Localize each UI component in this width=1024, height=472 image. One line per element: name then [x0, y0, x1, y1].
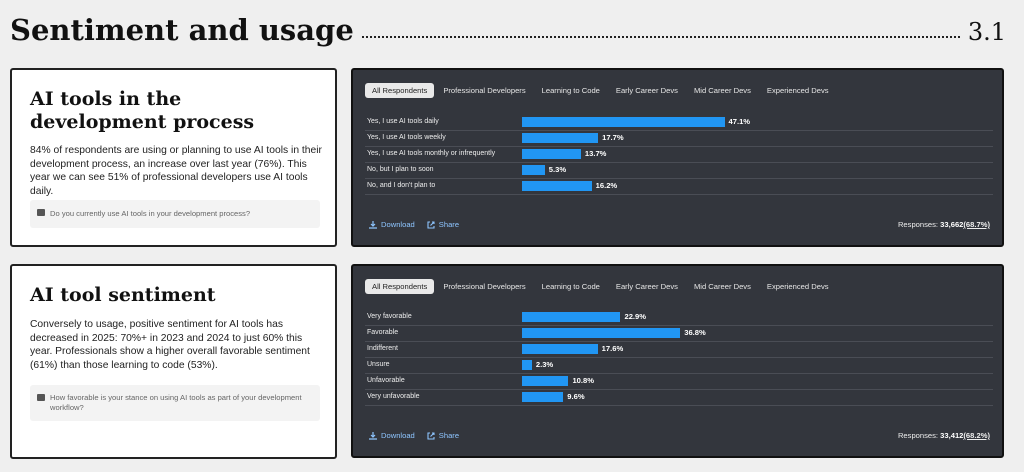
download-label: Download	[381, 220, 415, 229]
bar-value-label: 36.8%	[684, 328, 706, 337]
bar	[522, 165, 545, 175]
sentiment-info-card: AI tool sentiment Conversely to usage, p…	[10, 264, 337, 459]
bar-value-label: 22.9%	[624, 312, 647, 321]
sentiment-chart-panel: All Respondents Professional Developers …	[351, 264, 1004, 458]
tab-professional-developers[interactable]: Professional Developers	[443, 282, 526, 291]
usage-chart-panel: All Respondents Professional Developers …	[351, 68, 1004, 247]
tab-experienced-devs[interactable]: Experienced Devs	[766, 86, 829, 95]
card-description: Conversely to usage, positive sentiment …	[30, 319, 310, 371]
bar	[522, 328, 681, 338]
tab-mid-career-devs[interactable]: Mid Career Devs	[693, 86, 751, 95]
page-title: Sentiment and usage	[10, 13, 354, 48]
bar	[522, 344, 598, 354]
bar	[522, 181, 592, 191]
tab-mid-career-devs[interactable]: Mid Career Devs	[693, 282, 751, 291]
bar-value-label: 17.7%	[602, 133, 624, 142]
tab-learning-to-code[interactable]: Learning to Code	[541, 282, 600, 291]
responses-count: Responses: 33,662(68.7%)	[898, 220, 990, 229]
responses-percent[interactable]: (68.2%)	[963, 431, 990, 440]
responses-number: 33,412	[940, 431, 964, 440]
responses-label: Responses:	[897, 220, 939, 229]
chart-row: Yes, I use AI tools daily 47.1%	[365, 115, 993, 131]
tab-professional-developers[interactable]: Professional Developers	[443, 86, 526, 95]
survey-question: Do you currently use AI tools in your de…	[30, 200, 320, 228]
bar-category-label: No, and I don't plan to	[367, 182, 436, 189]
bar-value-label: 9.6%	[567, 392, 585, 401]
respondent-tabs: All Respondents Professional Developers …	[365, 83, 838, 98]
share-button[interactable]: Share	[427, 431, 459, 440]
chart-row: No, but I plan to soon 5.3%	[365, 163, 993, 179]
bar-value-label: 16.2%	[595, 181, 618, 190]
share-label: Share	[438, 431, 460, 440]
chart-row: Unfavorable 10.8%	[365, 374, 993, 390]
bar-category-label: Indifferent	[367, 345, 399, 352]
tab-experienced-devs[interactable]: Experienced Devs	[766, 282, 829, 291]
responses-count: Responses: 33,412(68.2%)	[898, 431, 990, 440]
chart-row: Yes, I use AI tools monthly or infrequen…	[365, 147, 993, 163]
tab-early-career-devs[interactable]: Early Career Devs	[615, 282, 678, 291]
tab-all-respondents[interactable]: All Respondents	[365, 279, 435, 294]
chart-row: Very favorable 22.9%	[365, 310, 993, 326]
bar-category-label: Very favorable	[367, 313, 412, 320]
bar	[522, 312, 621, 322]
responses-number: 33,662	[940, 220, 964, 229]
bar-value-label: 2.3%	[535, 360, 554, 369]
chart-row: Yes, I use AI tools weekly 17.7%	[365, 131, 993, 147]
bar-category-label: Yes, I use AI tools daily	[367, 118, 439, 125]
bar-value-label: 10.8%	[572, 376, 594, 385]
tab-all-respondents[interactable]: All Respondents	[365, 83, 435, 98]
bar-category-label: Yes, I use AI tools weekly	[367, 134, 446, 141]
bar-category-label: Favorable	[367, 329, 399, 336]
question-text: Do you currently use AI tools in your de…	[50, 209, 251, 218]
share-label: Share	[438, 220, 460, 229]
bar	[522, 133, 599, 143]
question-text: How favorable is your stance on using AI…	[50, 393, 302, 412]
card-title: AI tool sentiment	[30, 284, 216, 306]
download-button[interactable]: Download	[369, 220, 415, 229]
share-icon	[427, 220, 435, 229]
bar	[522, 117, 725, 127]
bar	[522, 392, 564, 402]
download-button[interactable]: Download	[369, 431, 415, 440]
dotted-leader	[361, 36, 960, 38]
tab-learning-to-code[interactable]: Learning to Code	[541, 86, 600, 95]
bar-chart: Yes, I use AI tools daily 47.1% Yes, I use…	[365, 115, 993, 195]
bar-category-label: No, but I plan to soon	[367, 166, 434, 173]
page-header: Sentiment and usage 3.1	[10, 4, 1006, 48]
question-icon	[37, 394, 45, 401]
bar-value-label: 13.7%	[584, 149, 607, 158]
usage-info-card: AI tools in the development process 84% …	[10, 68, 337, 247]
chart-row: Very unfavorable 9.6%	[365, 390, 993, 406]
responses-percent[interactable]: (68.7%)	[963, 220, 990, 229]
bar-category-label: Unsure	[367, 361, 390, 368]
bar-chart: Very favorable 22.9% Favorable 36.8% Indiffe…	[365, 310, 993, 406]
download-icon	[369, 220, 377, 229]
bar	[522, 360, 532, 370]
card-title: AI tools in the development process	[30, 88, 255, 133]
share-icon	[427, 431, 435, 440]
bar-category-label: Yes, I use AI tools monthly or infrequen…	[367, 150, 496, 157]
chart-row: Indifferent 17.6%	[365, 342, 993, 358]
bar-value-label: 17.6%	[601, 344, 624, 353]
survey-question: How favorable is your stance on using AI…	[30, 385, 320, 421]
chart-row: Favorable 36.8%	[365, 326, 993, 342]
card-description: 84% of respondents are using or planning…	[30, 145, 322, 197]
respondent-tabs: All Respondents Professional Developers …	[365, 279, 838, 294]
responses-label: Responses:	[897, 431, 939, 440]
share-button[interactable]: Share	[427, 220, 459, 229]
section-number: 3.1	[967, 17, 1006, 46]
chart-row: Unsure 2.3%	[365, 358, 993, 374]
bar-value-label: 5.3%	[548, 165, 567, 174]
tab-early-career-devs[interactable]: Early Career Devs	[615, 86, 678, 95]
bar-category-label: Unfavorable	[367, 377, 405, 384]
bar-category-label: Very unfavorable	[367, 393, 420, 400]
download-label: Download	[381, 431, 415, 440]
question-icon	[37, 209, 45, 216]
bar	[522, 376, 569, 386]
download-icon	[369, 431, 377, 440]
chart-row: No, and I don't plan to 16.2%	[365, 179, 993, 195]
bar-value-label: 47.1%	[728, 117, 751, 126]
bar	[522, 149, 581, 159]
